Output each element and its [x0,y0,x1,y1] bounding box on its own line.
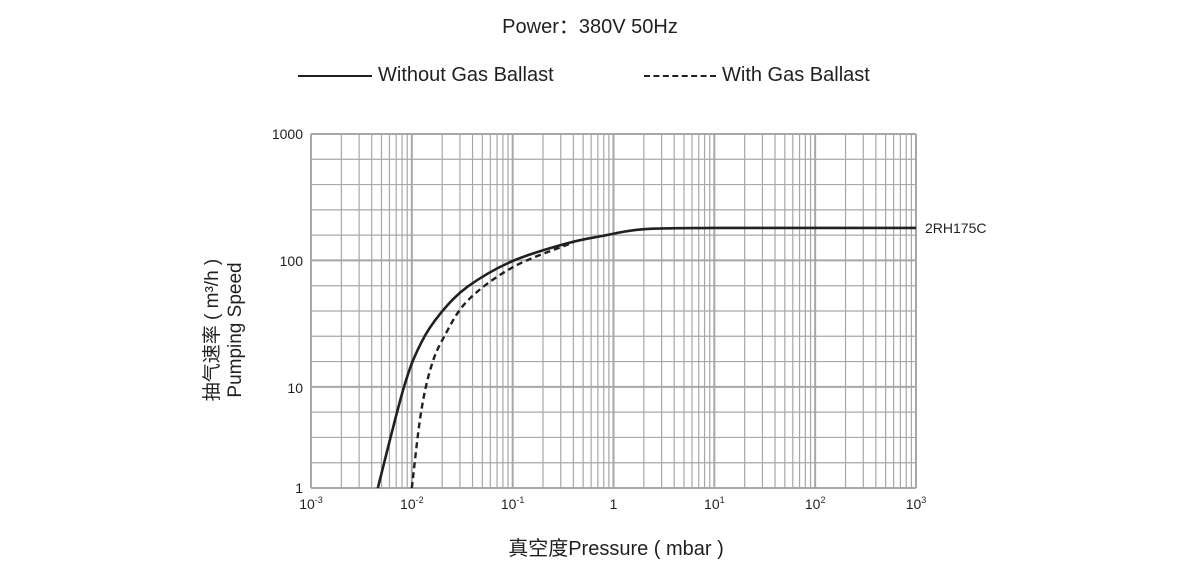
x-tick-label: 1 [610,496,618,512]
legend-item-without-gas-ballast: Without Gas Ballast [298,64,554,87]
x-tick-label: 101 [704,495,725,512]
x-tick-label: 10-1 [501,495,525,512]
series-line-without-gas-ballast [376,226,916,489]
x-axis-label: 真空度Pressure ( mbar ) [508,538,724,560]
chart-title: Power：380V 50Hz [502,16,678,38]
x-tick-label: 10-3 [299,495,323,512]
legend-dashed-line [644,74,716,77]
legend-solid-line [298,74,372,77]
y-tick-label: 100 [280,253,304,269]
legend-label: With Gas Ballast [722,64,870,86]
grid [310,133,917,489]
y-tick-label: 10 [287,380,303,396]
y-tick-label: 1000 [272,126,303,142]
x-tick-label: 102 [805,495,826,512]
x-tick-label: 10-2 [400,495,424,512]
x-tick-label: 103 [906,495,927,512]
legend-item-with-gas-ballast: With Gas Ballast [644,64,870,87]
series-line-with-gas-ballast [410,241,574,489]
legend-label: Without Gas Ballast [378,64,554,86]
model-annotation: 2RH175C [925,220,986,236]
y-tick-label: 1 [295,480,303,496]
